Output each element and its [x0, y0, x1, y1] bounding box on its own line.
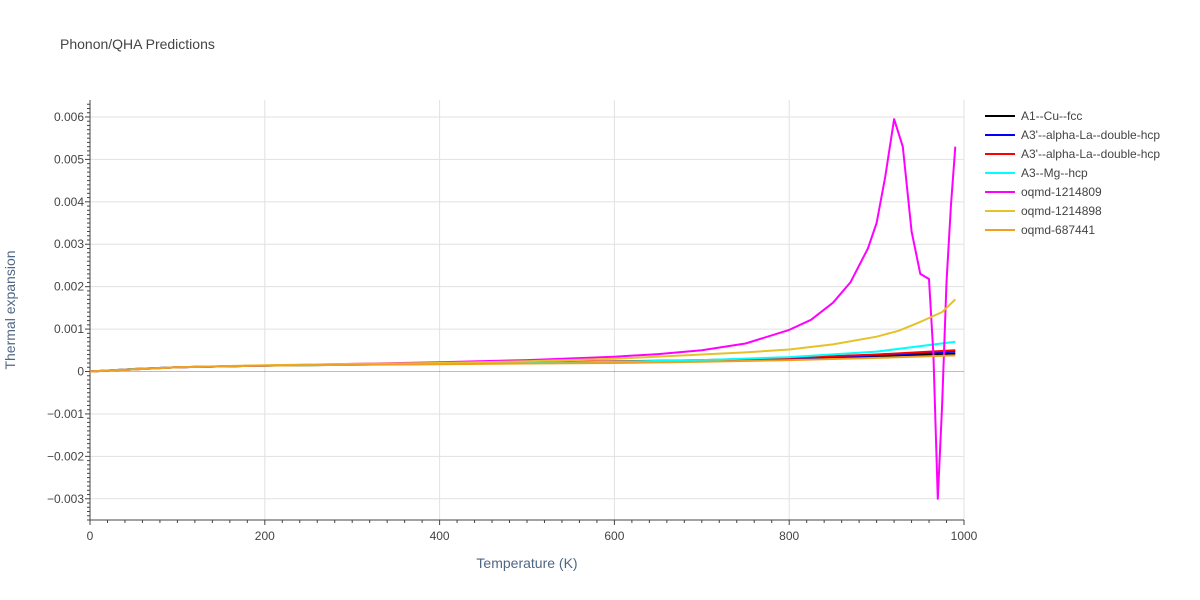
series-line-4[interactable] [89, 118, 957, 500]
x-tick-label: 800 [779, 529, 799, 543]
axis-layer: 0 200 400 600 800 1000 −0.003 −0.002 −0.001 0 0.00… [47, 100, 978, 543]
legend-item[interactable]: oqmd-1214809 [985, 182, 1160, 201]
legend-label: A3--Mg--hcp [1021, 165, 1088, 180]
legend-label: A3'--alpha-La--double-hcp [1021, 127, 1161, 142]
legend-label: oqmd-1214898 [1021, 203, 1102, 218]
legend-swatch [985, 133, 1015, 136]
x-tick-label: 0 [87, 529, 94, 543]
y-tick-label: 0.002 [54, 280, 84, 294]
series-line-5[interactable] [89, 298, 956, 373]
y-tick-label: 0.005 [54, 152, 84, 166]
legend-swatch [985, 152, 1015, 155]
legend-label: oqmd-1214809 [1021, 184, 1102, 199]
legend-item[interactable]: oqmd-1214898 [985, 201, 1160, 220]
y-tick-label: −0.003 [47, 492, 84, 506]
x-tick-label: 1000 [951, 529, 978, 543]
legend-swatch [985, 228, 1015, 231]
x-tick-label: 400 [430, 529, 450, 543]
legend-swatch [985, 209, 1015, 212]
x-tick-label: 600 [604, 529, 624, 543]
y-tick-label: 0.001 [54, 322, 84, 336]
y-tick-label: 0 [77, 365, 84, 379]
series-layer [89, 118, 957, 500]
x-tick-label: 200 [255, 529, 275, 543]
legend-label: A1--Cu--fcc [1021, 108, 1083, 123]
legend-swatch [985, 171, 1015, 174]
y-tick-label: −0.002 [47, 449, 84, 463]
legend-item[interactable]: oqmd-687441 [985, 220, 1160, 239]
legend-swatch [985, 190, 1015, 193]
legend-item[interactable]: A1--Cu--fcc [985, 106, 1160, 125]
legend-item[interactable]: A3'--alpha-La--double-hcp [985, 144, 1160, 163]
legend: A1--Cu--fcc A3'--alpha-La--double-hcp A3'-… [985, 106, 1160, 239]
chart-title: Phonon/QHA Predictions [60, 36, 215, 52]
legend-item[interactable]: A3'--alpha-La--double-hcp [985, 125, 1160, 144]
series-line-6[interactable] [89, 354, 956, 373]
y-tick-label: −0.001 [47, 407, 84, 421]
x-axis-title: Temperature (K) [476, 555, 577, 571]
grid-layer [90, 100, 965, 520]
legend-swatch [985, 114, 1015, 117]
legend-label: oqmd-687441 [1021, 222, 1096, 237]
legend-label: A3'--alpha-La--double-hcp [1021, 146, 1161, 161]
y-tick-label: 0.004 [54, 195, 84, 209]
y-tick-label: 0.003 [54, 237, 84, 251]
y-tick-label: 0.006 [54, 110, 84, 124]
legend-item[interactable]: A3--Mg--hcp [985, 163, 1160, 182]
y-axis-title: Thermal expansion [2, 250, 18, 369]
